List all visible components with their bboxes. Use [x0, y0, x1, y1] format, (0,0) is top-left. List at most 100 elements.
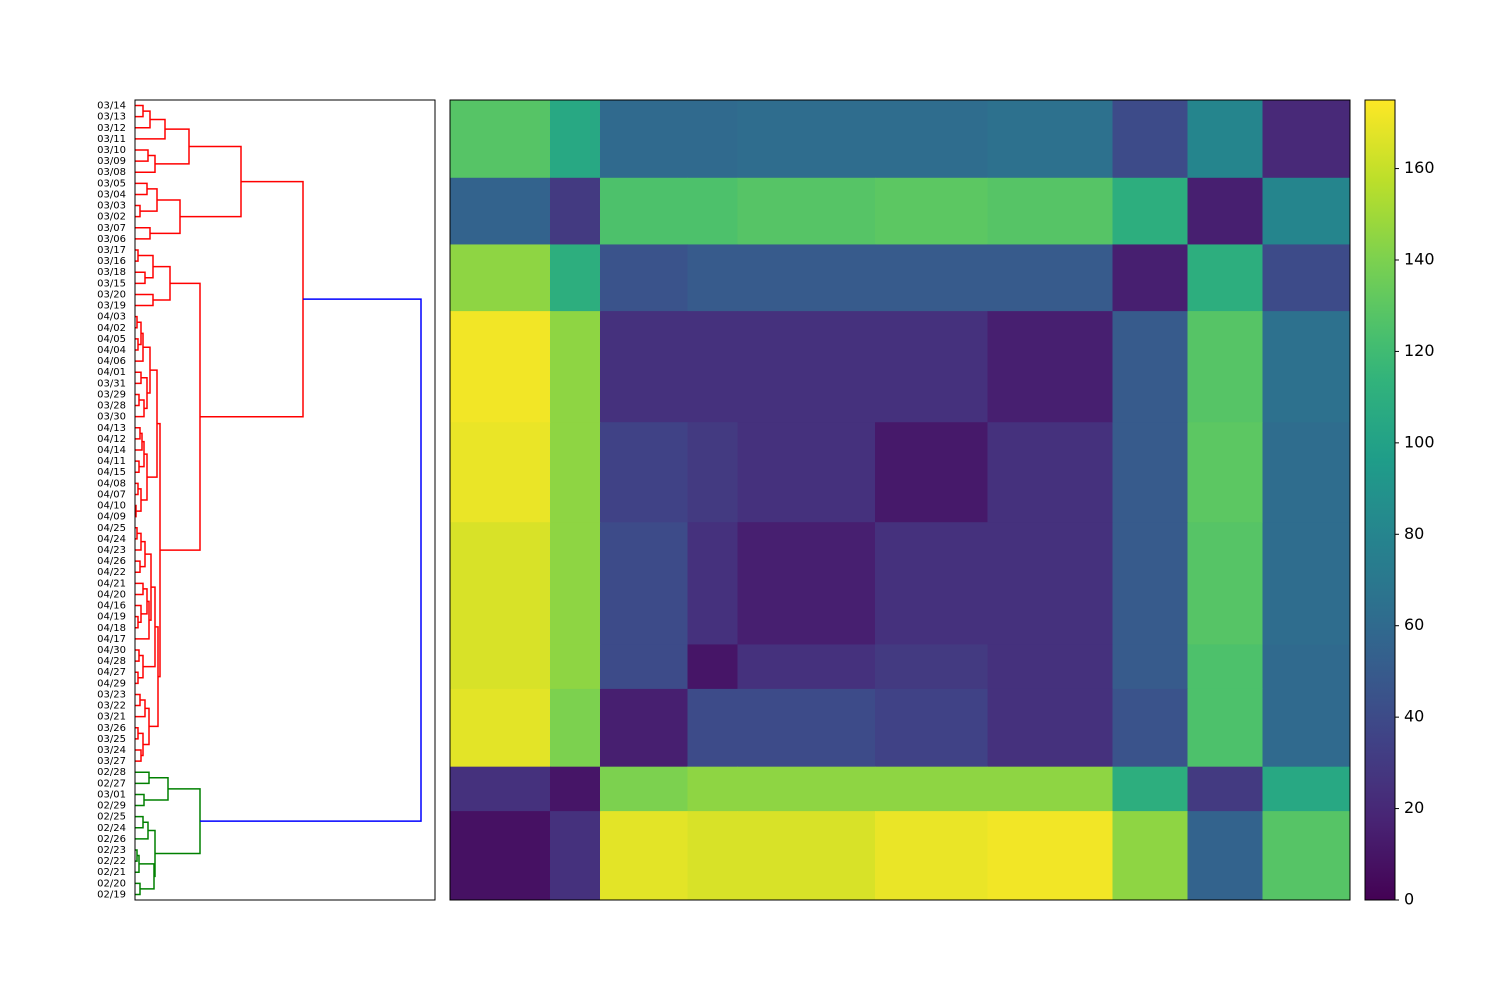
heatmap-cell: [600, 422, 688, 523]
heatmap-cell: [987, 766, 1113, 812]
leaf-label: 02/21: [97, 867, 126, 878]
leaf-label: 03/17: [97, 245, 126, 256]
heatmap-cell: [550, 177, 601, 245]
heatmap-cell: [737, 688, 876, 768]
heatmap-cell: [1262, 177, 1351, 245]
leaf-label: 04/02: [97, 323, 126, 334]
heatmap-cell: [450, 811, 551, 901]
heatmap-cell: [1262, 522, 1351, 645]
heatmap-cell: [875, 244, 988, 312]
leaf-label: 04/21: [97, 578, 126, 589]
heatmap-cell: [1262, 688, 1351, 768]
heatmap-cell: [1187, 244, 1263, 312]
heatmap-cell: [1262, 766, 1351, 812]
heatmap-cell: [687, 811, 738, 901]
dendrogram-link: [135, 582, 144, 596]
colorbar-tick-label: 100: [1404, 432, 1435, 451]
colorbar-tick-label: 40: [1404, 707, 1424, 726]
heatmap-cell: [987, 100, 1113, 179]
heatmap-cell: [987, 422, 1113, 523]
leaf-label: 04/06: [97, 356, 126, 367]
dendrogram-link: [139, 863, 155, 890]
heatmap-cell: [550, 100, 601, 179]
dendrogram-frame: [134, 99, 436, 901]
dendrogram: 03/1403/1303/1203/1103/1003/0903/0803/05…: [97, 101, 422, 900]
leaf-label: 03/26: [97, 723, 126, 734]
dendrogram-link: [135, 149, 149, 162]
dendrogram-link: [135, 227, 151, 240]
leaf-label: 03/19: [97, 301, 126, 312]
dendrogram-link: [147, 369, 158, 478]
heatmap-cell: [1262, 244, 1351, 312]
heatmap-cell: [875, 766, 988, 812]
dendrogram-link: [135, 460, 140, 473]
leaf-label: 04/15: [97, 467, 126, 478]
leaf-label: 04/22: [97, 567, 126, 578]
heatmap-cell: [1187, 311, 1263, 423]
leaf-label: 04/17: [97, 634, 126, 645]
colorbar-tick-label: 60: [1404, 615, 1424, 634]
leaf-label: 03/30: [97, 412, 126, 423]
leaf-label: 04/11: [97, 456, 126, 467]
leaf-label: 04/08: [97, 478, 126, 489]
leaf-label: 03/05: [97, 178, 126, 189]
heatmap-cell: [737, 311, 876, 423]
leaf-label: 03/11: [97, 134, 126, 145]
heatmap-cell: [687, 422, 738, 523]
heatmap-cell: [875, 811, 988, 901]
leaf-label: 03/23: [97, 689, 126, 700]
heatmap-cell: [450, 688, 551, 768]
heatmap-cell: [1112, 644, 1188, 690]
dendrogram-link: [135, 271, 146, 285]
dendrogram-link: [153, 265, 171, 301]
heatmap-cell: [600, 766, 688, 812]
dendrogram-link: [160, 282, 201, 551]
leaf-label: 03/25: [97, 734, 126, 745]
leaf-label: 03/07: [97, 223, 126, 234]
leaf-label: 04/25: [97, 523, 126, 534]
heatmap-cell: [550, 522, 601, 645]
heatmap-cell: [987, 244, 1113, 312]
dendrogram-link: [135, 432, 143, 451]
leaf-label: 04/04: [97, 345, 126, 356]
heatmap-cell: [687, 244, 738, 312]
leaf-label: 03/27: [97, 756, 126, 767]
heatmap-cell: [737, 177, 876, 245]
heatmap-cell: [600, 644, 688, 690]
heatmap-cell: [737, 644, 876, 690]
leaf-label: 04/09: [97, 512, 126, 523]
heatmap-cell: [875, 522, 988, 645]
heatmap-cell: [1262, 311, 1351, 423]
dendrogram-link: [135, 182, 148, 196]
leaf-label: 03/12: [97, 123, 126, 134]
heatmap-cell: [450, 311, 551, 423]
heatmap-cell: [1262, 422, 1351, 523]
leaf-label: 04/28: [97, 656, 126, 667]
dendrogram-link: [135, 332, 144, 362]
heatmap-cell: [737, 244, 876, 312]
heatmap-cell: [687, 311, 738, 423]
colorbar-tick-label: 20: [1404, 798, 1424, 817]
heatmap-cell: [1262, 811, 1351, 901]
leaf-label: 03/22: [97, 701, 126, 712]
dendrogram-link: [145, 553, 152, 621]
heatmap-cell: [875, 644, 988, 690]
heatmap-cell: [550, 766, 601, 812]
heatmap-cell: [1112, 688, 1188, 768]
heatmap: [450, 100, 1351, 901]
heatmap-cell: [687, 766, 738, 812]
dendrogram-link: [135, 771, 150, 785]
dendrogram-link: [135, 882, 141, 896]
heatmap-cell: [875, 311, 988, 423]
colorbar-gradient: [1364, 99, 1396, 901]
dendrogram-link: [149, 626, 159, 728]
dendrogram-link: [135, 821, 149, 840]
heatmap-cell: [450, 522, 551, 645]
dendrogram-link: [135, 749, 142, 762]
colorbar-tick-label: 0: [1404, 890, 1414, 909]
heatmap-cell: [875, 688, 988, 768]
heatmap-cell: [875, 177, 988, 245]
dendrogram-link: [150, 199, 181, 235]
dendrogram-link: [135, 793, 145, 807]
